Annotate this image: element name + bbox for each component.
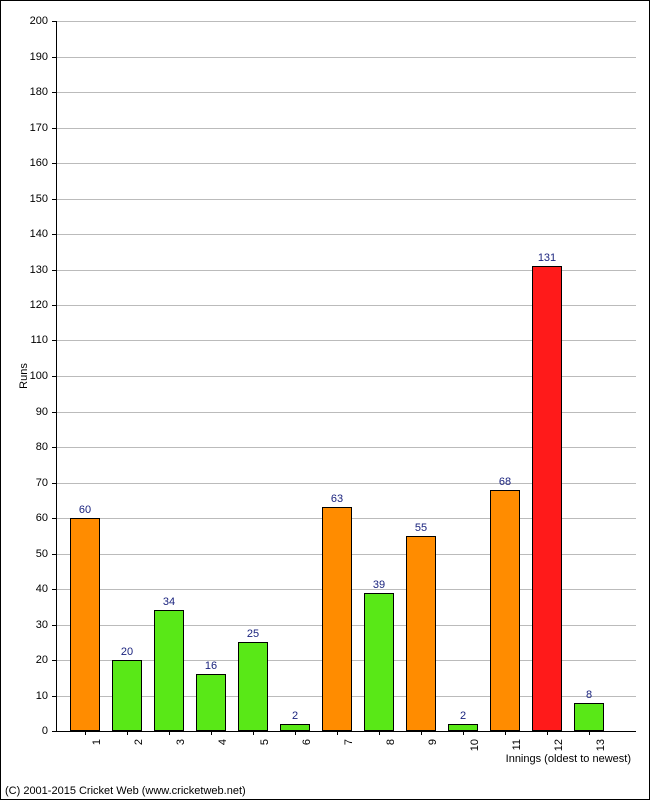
bar <box>448 724 478 731</box>
bar-value-label: 25 <box>232 628 274 640</box>
gridline <box>56 128 636 129</box>
copyright-text: (C) 2001-2015 Cricket Web (www.cricketwe… <box>5 785 246 797</box>
x-tick-mark <box>589 731 590 735</box>
bar-value-label: 8 <box>568 689 610 701</box>
x-tick-mark <box>253 731 254 735</box>
x-tick-mark <box>169 731 170 735</box>
y-tick-label: 60 <box>18 512 48 524</box>
bar <box>574 703 604 731</box>
plot-area: 0102030405060708090100110120130140150160… <box>56 21 636 731</box>
bar <box>406 536 436 731</box>
y-tick-label: 130 <box>18 264 48 276</box>
y-tick-label: 200 <box>18 15 48 27</box>
bar-value-label: 55 <box>400 522 442 534</box>
y-tick-label: 180 <box>18 86 48 98</box>
y-tick-label: 70 <box>18 477 48 489</box>
x-tick-mark <box>127 731 128 735</box>
chart-frame: 0102030405060708090100110120130140150160… <box>0 0 650 800</box>
x-tick-mark <box>463 731 464 735</box>
bar-value-label: 20 <box>106 646 148 658</box>
bar-value-label: 60 <box>64 504 106 516</box>
y-axis-line <box>56 21 57 731</box>
x-tick-label: 10 <box>469 739 481 769</box>
y-tick-label: 190 <box>18 51 48 63</box>
bar <box>364 593 394 731</box>
x-tick-mark <box>295 731 296 735</box>
bar <box>112 660 142 731</box>
x-tick-label: 3 <box>175 739 187 769</box>
x-tick-label: 5 <box>259 739 271 769</box>
bar <box>280 724 310 731</box>
bar-value-label: 68 <box>484 476 526 488</box>
y-tick-label: 20 <box>18 654 48 666</box>
x-tick-mark <box>211 731 212 735</box>
x-tick-label: 4 <box>217 739 229 769</box>
bar <box>322 507 352 731</box>
bar <box>238 642 268 731</box>
gridline <box>56 163 636 164</box>
x-tick-mark <box>85 731 86 735</box>
gridline <box>56 21 636 22</box>
bar-value-label: 34 <box>148 596 190 608</box>
bar-value-label: 2 <box>274 710 316 722</box>
bar <box>154 610 184 731</box>
y-tick-label: 110 <box>18 334 48 346</box>
y-axis-label: Runs <box>18 361 30 391</box>
y-tick-label: 150 <box>18 193 48 205</box>
x-tick-label: 2 <box>133 739 145 769</box>
x-tick-label: 1 <box>91 739 103 769</box>
bar <box>70 518 100 731</box>
bar <box>532 266 562 731</box>
y-tick-label: 160 <box>18 157 48 169</box>
y-tick-label: 0 <box>18 725 48 737</box>
x-tick-label: 6 <box>301 739 313 769</box>
y-tick-label: 140 <box>18 228 48 240</box>
gridline <box>56 199 636 200</box>
bar <box>490 490 520 731</box>
gridline <box>56 234 636 235</box>
x-tick-mark <box>421 731 422 735</box>
y-tick-label: 10 <box>18 690 48 702</box>
bar <box>196 674 226 731</box>
bar-value-label: 16 <box>190 660 232 672</box>
y-tick-label: 50 <box>18 548 48 560</box>
y-tick-label: 90 <box>18 406 48 418</box>
x-tick-label: 8 <box>385 739 397 769</box>
y-tick-label: 40 <box>18 583 48 595</box>
y-tick-label: 30 <box>18 619 48 631</box>
x-tick-label: 7 <box>343 739 355 769</box>
bar-value-label: 131 <box>526 252 568 264</box>
bar-value-label: 39 <box>358 579 400 591</box>
gridline <box>56 92 636 93</box>
x-tick-mark <box>547 731 548 735</box>
y-tick-label: 170 <box>18 122 48 134</box>
y-tick-label: 80 <box>18 441 48 453</box>
x-tick-mark <box>337 731 338 735</box>
bar-value-label: 63 <box>316 493 358 505</box>
x-axis-label: Innings (oldest to newest) <box>506 753 631 765</box>
x-tick-mark <box>379 731 380 735</box>
x-axis-line <box>56 731 636 732</box>
x-tick-mark <box>505 731 506 735</box>
gridline <box>56 57 636 58</box>
x-tick-label: 9 <box>427 739 439 769</box>
bar-value-label: 2 <box>442 710 484 722</box>
y-tick-label: 120 <box>18 299 48 311</box>
